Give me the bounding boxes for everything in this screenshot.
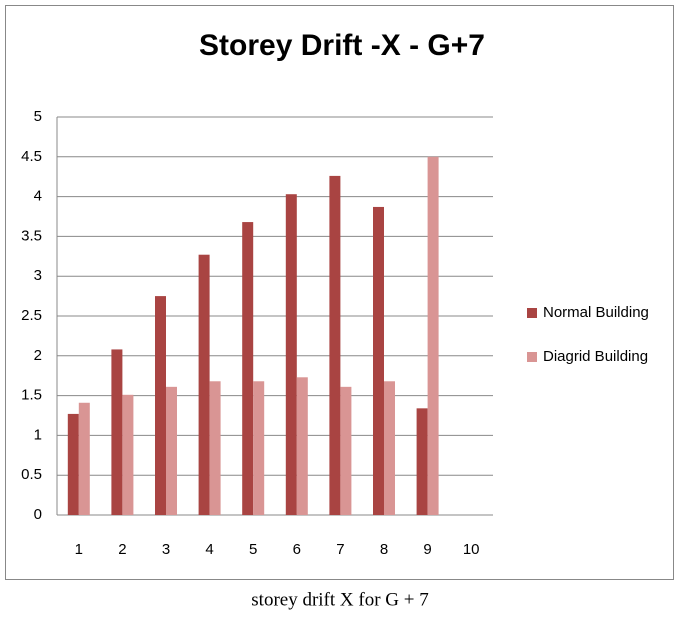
bar [155, 296, 166, 515]
y-tick-label: 0.5 [21, 466, 42, 483]
y-tick-label: 4 [34, 188, 42, 205]
bar [209, 381, 221, 515]
bar [242, 222, 254, 515]
bar [416, 408, 428, 515]
bar [427, 156, 439, 516]
y-tick-label: 3.5 [21, 227, 42, 244]
legend-label: Diagrid Building [543, 348, 648, 365]
x-tick-label: 8 [380, 541, 388, 558]
legend-swatch [527, 352, 537, 362]
y-tick-label: 2.5 [21, 307, 42, 324]
x-tick-label: 3 [162, 541, 170, 558]
legend-swatch [527, 308, 537, 318]
bar [122, 394, 134, 515]
legend-label: Normal Building [543, 304, 649, 321]
x-tick-label: 9 [423, 541, 431, 558]
x-tick-label: 2 [118, 541, 126, 558]
y-tick-label: 0 [34, 506, 42, 523]
y-tick-label: 1.5 [21, 387, 42, 404]
chart-title: Storey Drift -X - G+7 [199, 29, 485, 62]
x-tick-label: 1 [75, 541, 83, 558]
y-tick-label: 5 [34, 108, 42, 125]
y-tick-label: 2 [34, 347, 42, 364]
bar [67, 413, 79, 515]
bar [285, 194, 297, 515]
bar [253, 381, 265, 515]
bar [111, 349, 123, 515]
x-tick-label: 4 [205, 541, 213, 558]
bar [384, 381, 395, 515]
bar [78, 402, 90, 515]
x-tick-label: 10 [463, 541, 480, 558]
y-tick-label: 1 [34, 426, 42, 443]
bar [296, 377, 308, 515]
caption: storey drift X for G + 7 [251, 589, 428, 610]
bar [198, 254, 210, 515]
bar [166, 386, 177, 515]
x-tick-label: 7 [336, 541, 344, 558]
x-tick-label: 5 [249, 541, 257, 558]
y-tick-label: 3 [34, 267, 42, 284]
x-tick-label: 6 [293, 541, 301, 558]
bar [340, 386, 352, 515]
bar [329, 175, 341, 516]
y-tick-label: 4.5 [21, 148, 42, 165]
bar [373, 206, 384, 515]
